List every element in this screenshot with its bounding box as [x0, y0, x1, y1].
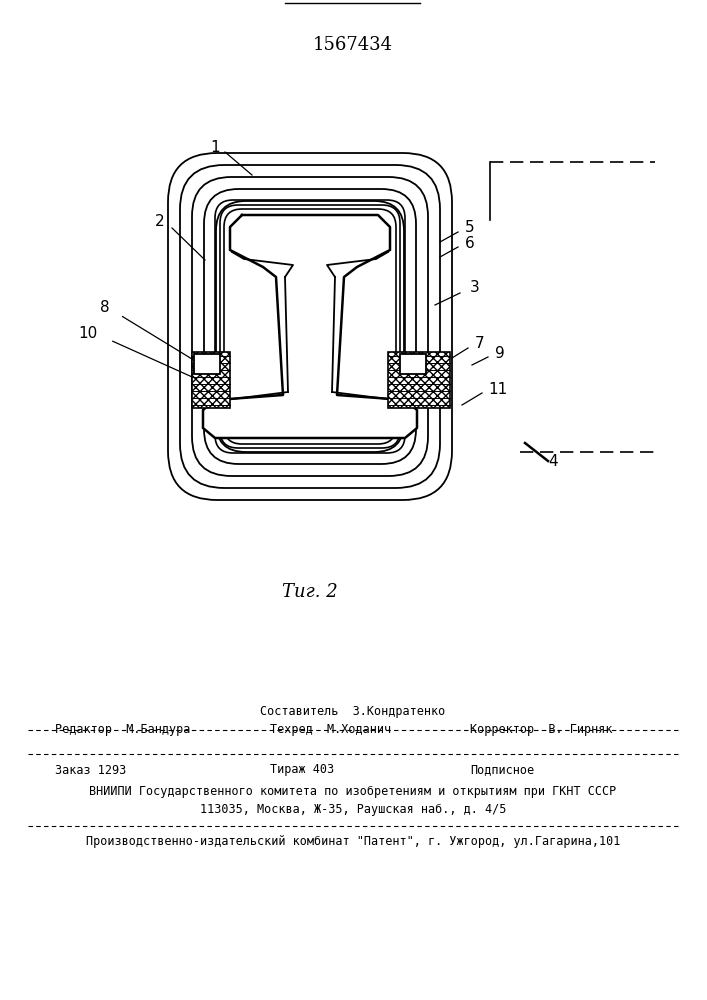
Text: 4: 4: [548, 454, 558, 470]
Text: ВНИИПИ Государственного комитета по изобретениям и открытиям при ГКНТ СССР: ВНИИПИ Государственного комитета по изоб…: [89, 786, 617, 798]
Text: 6: 6: [465, 235, 474, 250]
Text: Подписное: Подписное: [470, 764, 534, 776]
Text: 11: 11: [488, 381, 507, 396]
Text: Заказ 1293: Заказ 1293: [55, 764, 127, 776]
Text: Τиг. 2: Τиг. 2: [282, 583, 338, 601]
Bar: [192, 352, 230, 408]
Polygon shape: [203, 215, 417, 438]
Text: Техред  М.Ходанич: Техред М.Ходанич: [270, 724, 391, 736]
Text: 10: 10: [78, 326, 98, 340]
Text: 8: 8: [100, 300, 110, 316]
Text: 9: 9: [495, 346, 505, 360]
Text: Производственно-издательский комбинат "Патент", г. Ужгород, ул.Гагарина,101: Производственно-издательский комбинат "П…: [86, 836, 620, 848]
Text: Тираж 403: Тираж 403: [270, 764, 334, 776]
Bar: [388, 352, 450, 408]
Text: Редактор  М.Бандура: Редактор М.Бандура: [55, 724, 190, 736]
Text: Корректор  В. Гирняк: Корректор В. Гирняк: [470, 724, 612, 736]
Text: 5: 5: [465, 221, 474, 235]
Bar: [400, 354, 426, 374]
Text: 1567434: 1567434: [313, 36, 393, 54]
Text: 113035, Москва, Ж-35, Раушская наб., д. 4/5: 113035, Москва, Ж-35, Раушская наб., д. …: [200, 804, 506, 816]
Text: 3: 3: [470, 280, 480, 296]
Text: Составитель  З.Кондратенко: Составитель З.Кондратенко: [260, 706, 445, 718]
Text: 2: 2: [156, 215, 165, 230]
Text: 1: 1: [210, 139, 220, 154]
Bar: [194, 354, 220, 374]
Text: 7: 7: [475, 336, 484, 352]
